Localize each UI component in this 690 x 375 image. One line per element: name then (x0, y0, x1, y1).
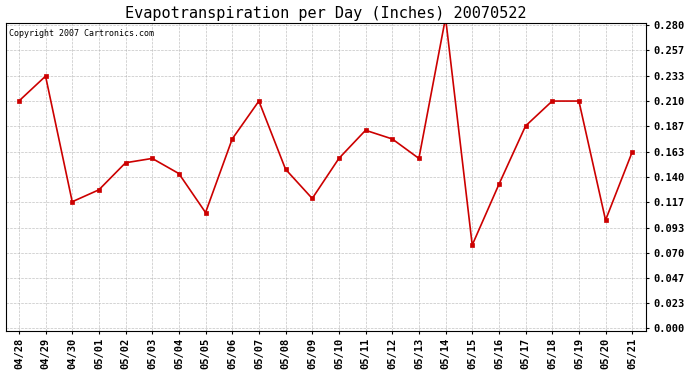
Text: Copyright 2007 Cartronics.com: Copyright 2007 Cartronics.com (9, 29, 154, 38)
Title: Evapotranspiration per Day (Inches) 20070522: Evapotranspiration per Day (Inches) 2007… (125, 6, 526, 21)
